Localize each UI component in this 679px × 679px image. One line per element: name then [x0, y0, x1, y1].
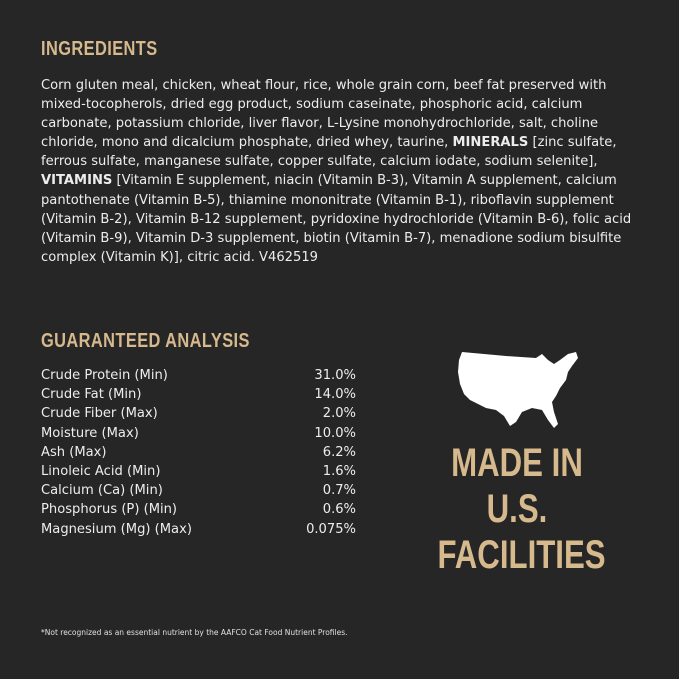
analysis-row: Linoleic Acid (Min) 1.6%: [41, 464, 356, 483]
nutrient-value: 0.075%: [306, 521, 356, 537]
ingredients-part-2: [zinc sulfate, ferrous sulfate, manganes…: [41, 135, 617, 170]
nutrient-label: Moisture (Max): [41, 425, 139, 441]
analysis-row: Crude Protein (Min) 31.0%: [41, 368, 356, 387]
nutrient-label: Crude Fat (Min): [41, 387, 142, 403]
ingredients-part-1: Corn gluten meal, chicken, wheat flour, …: [41, 78, 607, 151]
nutrient-label: Calcium (Ca) (Min): [41, 483, 163, 499]
nutrient-label: Ash (Max): [41, 444, 107, 460]
nutrient-value: 0.7%: [322, 483, 356, 499]
analysis-row: Crude Fiber (Max) 2.0%: [41, 406, 356, 425]
made-in-line-2: U.S.: [486, 487, 548, 531]
minerals-label: MINERALS: [452, 135, 529, 151]
nutrient-label: Crude Protein (Min): [41, 368, 168, 383]
analysis-row: Ash (Max) 6.2%: [41, 445, 356, 464]
footnote: *Not recognized as an essential nutrient…: [41, 628, 348, 637]
nutrient-value: 14.0%: [314, 387, 356, 403]
made-in-line-1: MADE IN: [451, 441, 583, 485]
analysis-row: Crude Fat (Min) 14.0%: [41, 387, 356, 406]
nutrient-label: Linoleic Acid (Min): [41, 463, 161, 479]
nutrient-value: 31.0%: [314, 368, 356, 383]
nutrient-value: 1.6%: [322, 463, 356, 479]
nutrient-label: Phosphorus (P) (Min): [41, 502, 178, 518]
ingredients-text: Corn gluten meal, chicken, wheat flour, …: [41, 76, 651, 267]
nutrient-value: 6.2%: [322, 444, 356, 460]
made-in-line-3: FACILITIES: [437, 533, 606, 577]
analysis-row: Calcium (Ca) (Min) 0.7%: [41, 483, 356, 502]
nutrient-value: 10.0%: [314, 425, 356, 441]
usa-map-icon: [458, 352, 578, 428]
analysis-row: Moisture (Max) 10.0%: [41, 426, 356, 445]
nutrient-label: Magnesium (Mg) (Max): [41, 521, 192, 537]
made-in-us-label: MADE IN U.S. FACILITIES: [437, 440, 606, 578]
nutrient-label: Crude Fiber (Max): [41, 406, 158, 422]
guaranteed-analysis-title: GUARANTEED ANALYSIS: [41, 330, 250, 352]
analysis-row: Magnesium (Mg) (Max) 0.075%: [41, 522, 356, 541]
vitamins-label: VITAMINS: [41, 173, 113, 189]
analysis-table: Crude Protein (Min) 31.0% Crude Fat (Min) 1…: [41, 368, 356, 541]
nutrient-value: 2.0%: [322, 406, 356, 422]
ingredients-title: INGREDIENTS: [41, 38, 158, 60]
nutrient-value: 0.6%: [322, 502, 356, 518]
analysis-row: Phosphorus (P) (Min) 0.6%: [41, 502, 356, 521]
ingredients-part-3: [Vitamin E supplement, niacin (Vitamin B…: [41, 173, 632, 265]
